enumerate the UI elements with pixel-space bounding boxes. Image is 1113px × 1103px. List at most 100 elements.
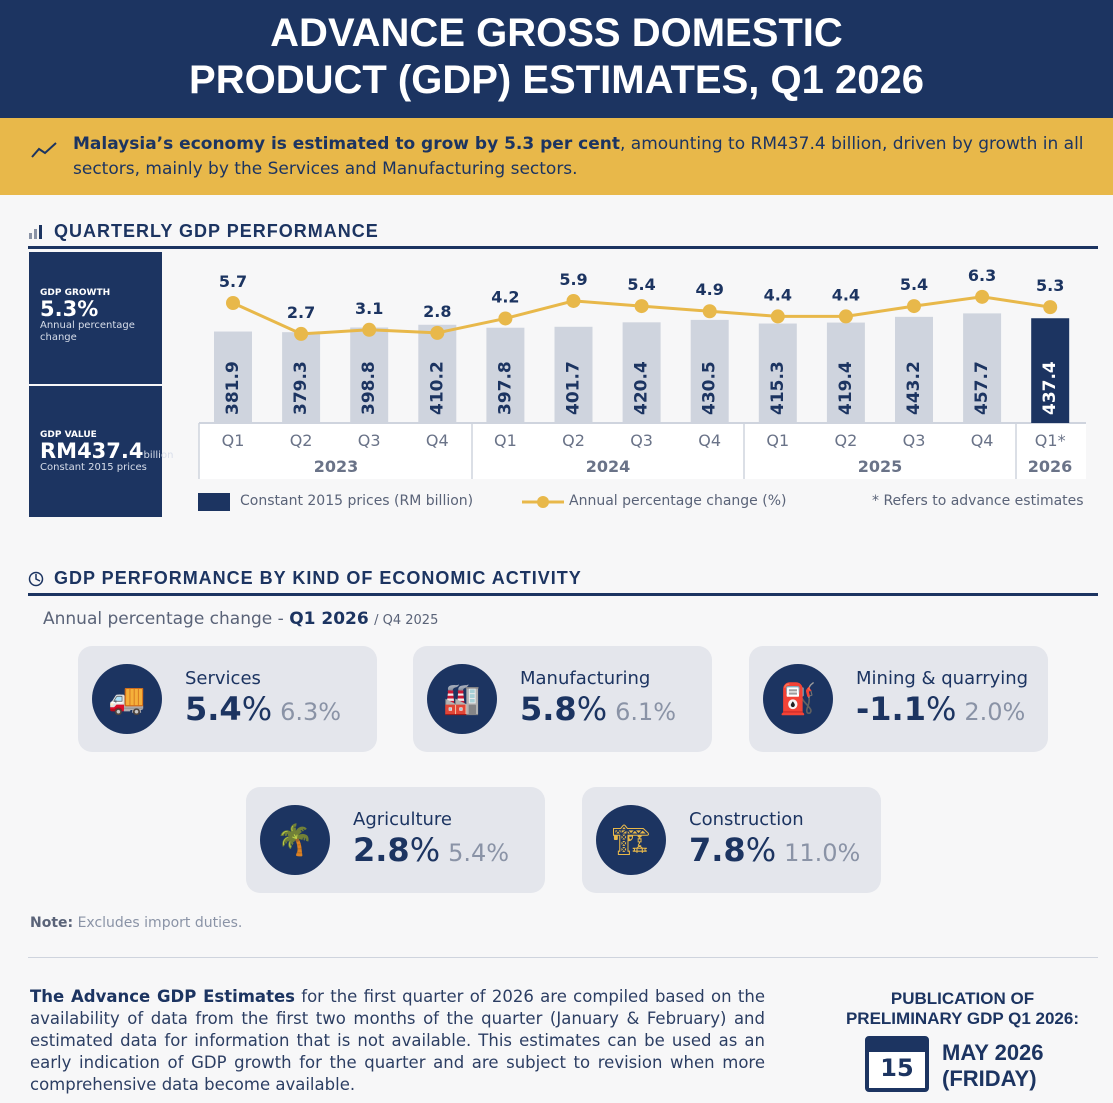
palm-fruit-icon: 🌴 [260,805,330,875]
publication-day: 15 [880,1054,914,1082]
sector-card: ⛽ Mining & quarrying -1.1% 2.0% [749,646,1048,752]
sector-previous: 11.0% [784,839,861,867]
crane-icon: 🏗 [596,805,666,875]
bar-value-label: 415.3 [768,361,788,415]
sector-current: 7.8% 11.0% [689,831,860,869]
sector-name: Mining & quarrying [856,668,1029,689]
quarter-tick-label: Q4 [971,431,994,450]
growth-value-label: 5.3 [1036,276,1064,295]
growth-sub: Annual percentage change [40,320,135,343]
sector-card: 🚚 Services 5.4% 6.3% [78,646,377,752]
bar-value-label: 419.4 [836,361,856,415]
sector-card: 🌴 Agriculture 2.8% 5.4% [246,787,545,893]
sector-current: -1.1% 2.0% [856,690,1025,728]
sector-previous: 6.3% [280,698,342,726]
sector-name: Agriculture [353,809,452,830]
activity-subtitle: Annual percentage change - Q1 2026 / Q4 … [43,609,438,629]
bar [350,327,389,423]
percent-sign: % [409,831,441,869]
growth-value-label: 2.7 [287,303,315,322]
header: ADVANCE GROSS DOMESTIC PRODUCT (GDP) EST… [0,0,1113,118]
value-value: RM437.4 [40,439,144,463]
value-sub: Constant 2015 prices [40,462,147,473]
calendar-icon: 15 [865,1036,929,1092]
bar-value-label: 410.2 [427,361,447,415]
percent-sign: % [925,690,957,728]
value-unit: billion [143,450,174,461]
oil-rig-icon: ⛽ [763,664,833,734]
x-axis-band [199,423,1086,479]
growth-value: 5.3% [40,297,99,321]
quarter-tick-label: Q1 [766,431,789,450]
bar [963,313,1002,423]
growth-value-label: 4.2 [491,287,519,306]
bar [1031,318,1070,423]
value-label: GDP VALUE [40,430,97,440]
bar-value-label: 398.8 [359,361,379,415]
sector-name: Manufacturing [520,668,651,689]
growth-point [294,326,309,341]
bar [554,326,593,423]
trend-line-icon [31,142,57,158]
section-title-text: QUARTERLY GDP PERFORMANCE [54,221,379,241]
percent-sign: % [576,690,608,728]
bar [690,319,729,423]
quarter-tick-label: Q1* [1035,431,1066,450]
growth-value-label: 5.4 [900,275,928,294]
legend-bar-swatch [198,493,230,511]
sector-current: 2.8% 5.4% [353,831,509,869]
footer-bold: The Advance GDP Estimates [30,987,295,1006]
bar-chart-icon [29,225,42,239]
bar [214,331,252,423]
gdp-value-box: GDP VALUE RM437.4billion Constant 2015 p… [29,386,173,517]
growth-point [498,311,513,326]
quarter-tick-label: Q4 [426,431,449,450]
quarter-tick-label: Q3 [903,431,926,450]
year-label: 2023 [314,457,359,476]
current-value: 5.4 [185,690,242,728]
year-label: 2026 [1028,457,1073,476]
publication-weekday: (FRIDAY) [942,1066,1037,1091]
quarter-tick-label: Q2 [562,431,585,450]
bar [418,324,457,423]
quarter-tick-label: Q3 [630,431,653,450]
note-label: Note: [30,915,74,931]
bar-value-label: 379.3 [291,361,311,415]
quarter-tick-label: Q2 [290,431,313,450]
bar [282,332,321,423]
growth-point [566,293,581,308]
legend-bar-label: Constant 2015 prices (RM billion) [240,493,474,509]
sector-current: 5.8% 6.1% [520,690,676,728]
footer-text: for the first quarter of 2026 are compil… [30,987,765,1094]
growth-point [770,309,785,324]
growth-value-label: 4.4 [764,285,792,304]
growth-value-label: 2.8 [423,302,451,321]
growth-value-label: 3.1 [355,299,383,318]
publication-heading: PUBLICATION OF PRELIMINARY GDP Q1 2026: [800,989,1113,1029]
sector-previous: 5.4% [448,839,510,867]
growth-value-label: 5.7 [219,272,247,291]
current-value: 2.8 [353,831,410,869]
growth-point [362,322,377,337]
summary-banner: Malaysia’s economy is estimated to grow … [0,118,1113,195]
legend-line-label: Annual percentage change (%) [569,493,787,509]
growth-point [702,304,717,319]
sector-current: 5.4% 6.3% [185,690,341,728]
note-text: Excludes import duties. [73,915,243,931]
bar-value-label: 430.5 [700,361,720,415]
bar-value-label: 437.4 [1040,361,1060,415]
current-value: 7.8 [689,831,746,869]
quarter-tick-label: Q1 [222,431,245,450]
percent-sign: % [241,690,273,728]
bar-value-label: 457.7 [972,361,992,415]
delivery-truck-headset-icon: 🚚 [92,664,162,734]
bar [758,323,797,423]
quarter-tick-label: Q1 [494,431,517,450]
bar [895,316,933,423]
bar [826,322,865,423]
growth-point [907,299,921,314]
sector-card: 🏗 Construction 7.8% 11.0% [582,787,881,893]
sector-previous: 6.1% [615,698,677,726]
pub-line-1: PUBLICATION OF [890,989,1035,1008]
current-value: 5.8 [520,690,577,728]
